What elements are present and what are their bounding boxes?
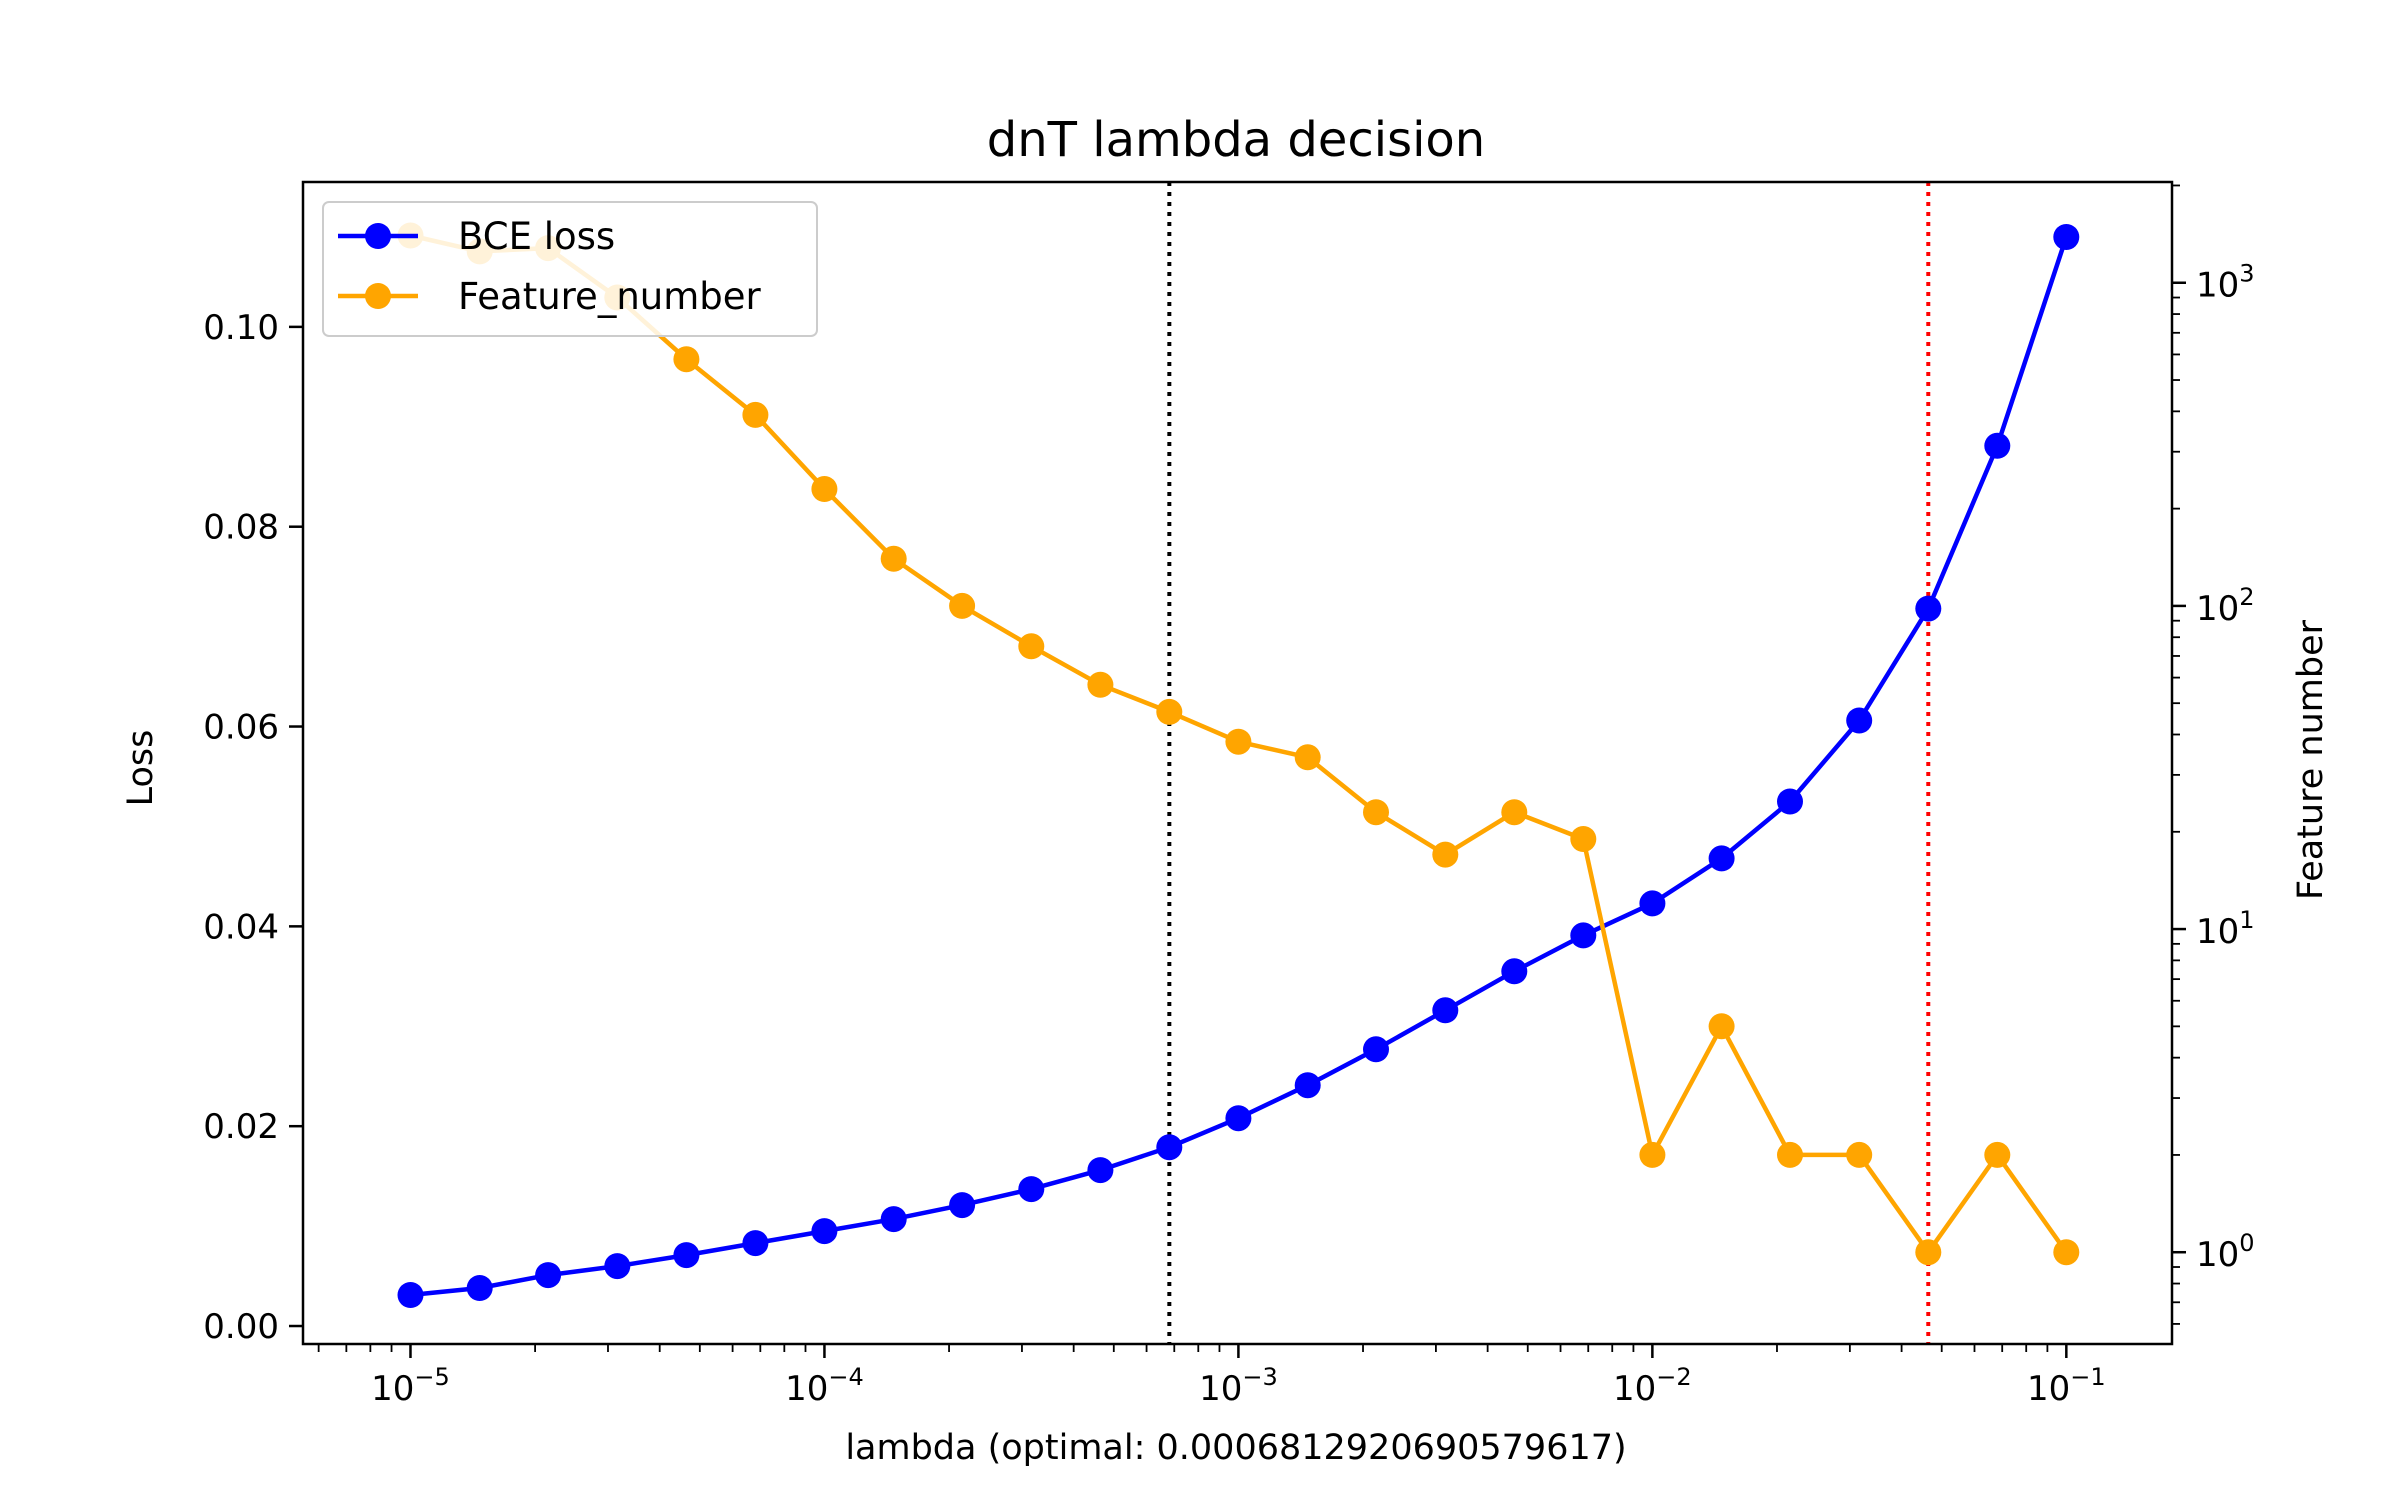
x-tick-label: 10−3 (1199, 1363, 1278, 1409)
series-1-point (949, 1192, 976, 1219)
reference-lines (1167, 182, 1931, 1344)
x-tick-label-base: 10 (1199, 1369, 1242, 1409)
series-2-point (1156, 698, 1183, 725)
series-1-point (1432, 997, 1459, 1024)
series-2-point (949, 592, 976, 619)
x-tick-label-exp: −1 (2070, 1363, 2105, 1391)
series-1-point (1846, 707, 1873, 734)
series-1-point (1018, 1176, 1045, 1203)
series-2-point (1777, 1141, 1803, 1168)
x-tick-label-exp: −5 (414, 1363, 449, 1391)
series-2-point (1984, 1141, 2011, 1168)
y2-tick-label-base: 10 (2196, 1235, 2239, 1275)
x-tick-label-exp: −2 (1656, 1363, 1691, 1391)
y2-tick-label: 100 (2196, 1229, 2255, 1275)
series-1-point (1984, 432, 2011, 459)
y-tick-label: 0.00 (203, 1307, 279, 1347)
y2-tick-label: 103 (2196, 260, 2255, 306)
series-2-point (1915, 1239, 1942, 1266)
x-axis-title: lambda (optimal: 0.0006812920690579617) (845, 1428, 1626, 1468)
x-tick-label-base: 10 (1613, 1369, 1656, 1409)
series-1-point (535, 1262, 562, 1289)
x-tick-label: 10−5 (371, 1363, 450, 1409)
series-1-point (1501, 958, 1528, 985)
series-2-point (880, 545, 907, 572)
series-2-point (1639, 1141, 1666, 1168)
series-1-point (742, 1230, 769, 1257)
series-2-point (1294, 744, 1321, 771)
y2-axis-title: Feature number (2291, 619, 2331, 900)
series-1-point (604, 1253, 631, 1280)
chart-title: dnT lambda decision (987, 112, 1485, 168)
series-2-point (2053, 1239, 2080, 1266)
series-1-point (1570, 922, 1597, 949)
legend-swatch-marker (365, 283, 391, 309)
legend-swatch-marker (365, 223, 391, 249)
y2-tick-label-exp: 2 (2239, 583, 2254, 611)
y2-tick-label-base: 10 (2196, 912, 2239, 952)
x-tick-label-base: 10 (371, 1369, 414, 1409)
series-1-point (880, 1206, 907, 1233)
series-1-point (673, 1242, 700, 1269)
series-2-point (1432, 841, 1459, 868)
series-2-point (1018, 633, 1045, 660)
x-tick-label-base: 10 (785, 1369, 828, 1409)
series-1-point (1294, 1072, 1321, 1099)
series-2-point (1501, 799, 1528, 826)
series-1-point (1225, 1105, 1252, 1132)
legend: BCE loss Feature_number (322, 201, 818, 337)
series-2-point (742, 401, 769, 428)
series-1-point (397, 1282, 424, 1308)
y-tick-label: 0.10 (203, 308, 279, 348)
series-1-point (1363, 1036, 1389, 1063)
series-1-point (1087, 1157, 1114, 1184)
series-2-point (1708, 1013, 1735, 1040)
series-2-point (1363, 799, 1389, 826)
y-tick-label: 0.06 (203, 708, 279, 748)
series-1-point (1777, 788, 1803, 815)
series-1-point (1708, 845, 1735, 872)
series-1-point (466, 1275, 493, 1301)
series-layer (397, 222, 2080, 1308)
series-1 (397, 224, 2080, 1308)
series-1-point (1639, 890, 1666, 917)
series-2-point (1225, 728, 1252, 755)
x-tick-label: 10−2 (1613, 1363, 1692, 1409)
y2-tick-label-base: 10 (2196, 266, 2239, 306)
series-2-point (1087, 671, 1114, 698)
x-tick-label: 10−1 (2027, 1363, 2106, 1409)
legend-entry: BCE loss (458, 215, 615, 258)
series-2-point (1570, 826, 1597, 852)
series-1-point (1915, 595, 1942, 622)
y-tick-label: 0.08 (203, 508, 279, 548)
y2-tick-label-base: 10 (2196, 589, 2239, 629)
series-2-point (1846, 1141, 1873, 1168)
y2-tick-label: 101 (2196, 906, 2255, 952)
series-2-point (673, 346, 700, 373)
y2-tick-label-exp: 0 (2239, 1229, 2254, 1257)
axes: 10−5 10−4 10−3 10−2 10−10.000.020.040.060.08… (203, 180, 2255, 1409)
y-tick-label: 0.04 (203, 907, 279, 947)
y-axis-title: Loss (121, 730, 161, 807)
x-tick-label: 10−4 (785, 1363, 864, 1409)
x-tick-label-exp: −3 (1242, 1363, 1277, 1391)
series-1-point (1156, 1134, 1183, 1161)
series-2-point (811, 476, 838, 502)
y2-tick-label-exp: 1 (2239, 906, 2254, 934)
y-tick-label: 0.02 (203, 1107, 279, 1147)
legend-box (322, 201, 818, 337)
series-1-point (2053, 224, 2080, 250)
series-1-point (811, 1218, 838, 1245)
x-tick-label-base: 10 (2027, 1369, 2070, 1409)
legend-entry: Feature_number (458, 275, 762, 318)
x-tick-label-exp: −4 (828, 1363, 863, 1391)
y2-tick-label-exp: 3 (2239, 260, 2254, 288)
y2-tick-label: 102 (2196, 583, 2255, 629)
